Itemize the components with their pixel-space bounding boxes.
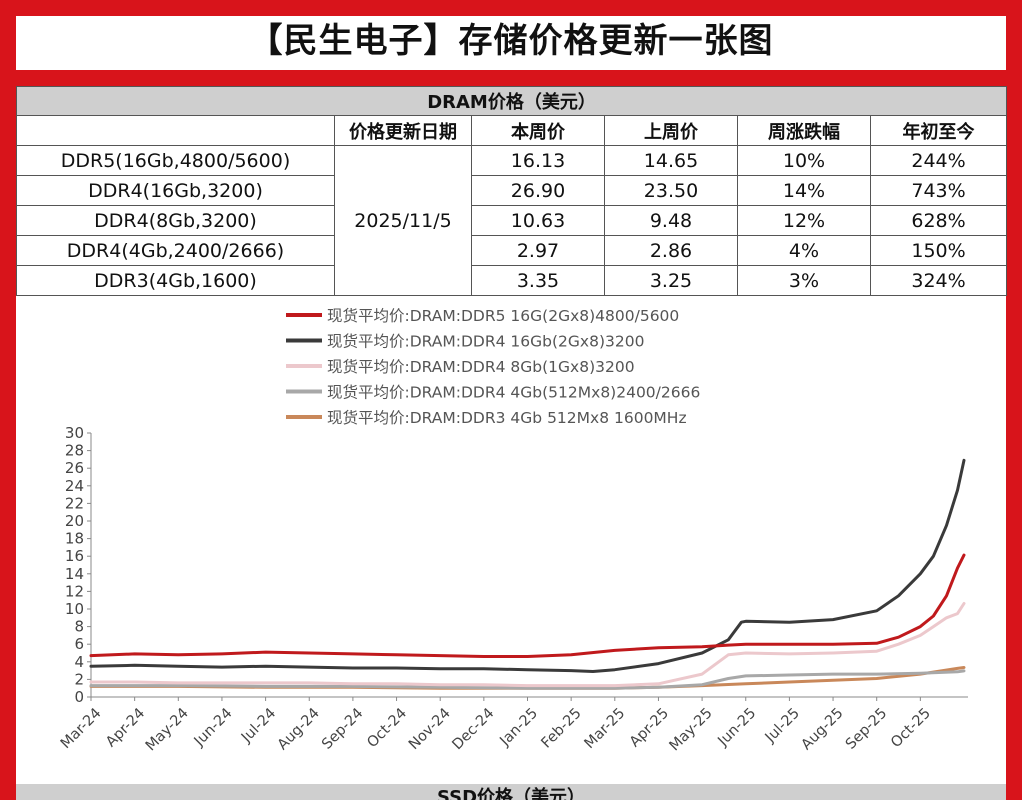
ssd-section-title: SSD价格（美元） xyxy=(436,787,586,800)
y-tick-label: 8 xyxy=(74,618,84,636)
x-tick-label: Apr-25 xyxy=(627,705,672,750)
this-week-price: 26.90 xyxy=(471,175,605,206)
x-tick-label: Jan-25 xyxy=(497,705,542,750)
x-tick-label: Aug-25 xyxy=(799,705,847,753)
y-tick-label: 4 xyxy=(74,653,84,671)
x-tick-label: Mar-24 xyxy=(58,705,105,752)
x-tick-label: Jun-24 xyxy=(191,705,236,750)
ytd-change: 628% xyxy=(869,205,1008,236)
x-tick-label: Sep-25 xyxy=(843,705,890,752)
wow-change: 4% xyxy=(737,235,871,266)
last-week-price: 3.25 xyxy=(604,265,738,296)
x-tick-label: Nov-24 xyxy=(406,705,454,753)
last-week-price: 2.86 xyxy=(604,235,738,266)
y-tick-label: 22 xyxy=(65,494,84,512)
legend-label: 现货平均价:DRAM:DDR4 16Gb(2Gx8)3200 xyxy=(327,333,644,351)
wow-change: 14% xyxy=(737,175,871,206)
y-tick-label: 18 xyxy=(65,530,84,548)
table-row: DDR4(16Gb,3200) 26.90 23.50 14% 743% xyxy=(16,175,1008,206)
y-tick-label: 16 xyxy=(65,547,84,565)
series-line xyxy=(89,458,966,673)
x-tick-label: Sep-24 xyxy=(319,705,366,752)
y-tick-label: 26 xyxy=(65,459,84,477)
dram-section-title: DRAM价格（美元） xyxy=(15,86,1008,116)
wow-change: 12% xyxy=(737,205,871,236)
series-line xyxy=(89,553,966,658)
x-tick-label: Oct-25 xyxy=(888,705,934,751)
legend-label: 现货平均价:DRAM:DDR4 8Gb(1Gx8)3200 xyxy=(327,358,635,376)
ytd-change: 743% xyxy=(869,175,1008,206)
wow-change: 3% xyxy=(737,265,871,296)
y-tick-label: 12 xyxy=(65,582,84,600)
ssd-section-header: SSD价格（美元） xyxy=(16,784,1006,800)
x-tick-label: May-24 xyxy=(143,705,192,754)
table-row: DDR3(4Gb,1600) 3.35 3.25 3% 324% xyxy=(16,265,1008,296)
header-ytd: 年初至今 xyxy=(869,115,1008,146)
series-line xyxy=(89,669,966,690)
title-divider xyxy=(0,70,1022,86)
x-tick-label: Jul-25 xyxy=(762,705,803,746)
wow-change: 10% xyxy=(737,145,871,176)
ytd-change: 324% xyxy=(869,265,1008,296)
y-tick-label: 14 xyxy=(65,565,84,583)
series-line xyxy=(89,602,966,688)
y-tick-label: 2 xyxy=(74,670,84,688)
x-tick-label: Jul-24 xyxy=(238,705,279,746)
x-tick-label: Feb-25 xyxy=(539,705,585,751)
header-wow-change: 周涨跌幅 xyxy=(737,115,871,146)
ytd-change: 244% xyxy=(869,145,1008,176)
header-product xyxy=(16,115,335,146)
y-tick-label: 20 xyxy=(65,512,84,530)
y-tick-label: 0 xyxy=(74,688,84,706)
this-week-price: 10.63 xyxy=(471,205,605,236)
ytd-change: 150% xyxy=(869,235,1008,266)
y-tick-label: 28 xyxy=(65,442,84,460)
header-update-date: 价格更新日期 xyxy=(334,115,472,146)
product-name: DDR4(4Gb,2400/2666) xyxy=(16,235,335,266)
x-tick-label: May-25 xyxy=(667,705,716,754)
dram-price-line-chart: 现货平均价:DRAM:DDR5 16G(2Gx8)4800/5600 现货平均价:… xyxy=(58,307,968,754)
page-title: 【民生电子】存储价格更新一张图 xyxy=(248,21,774,61)
header-last-week: 上周价 xyxy=(604,115,738,146)
product-name: DDR3(4Gb,1600) xyxy=(16,265,335,296)
x-tick-label: Jun-25 xyxy=(715,705,760,750)
header-this-week: 本周价 xyxy=(471,115,605,146)
legend-label: 现货平均价:DRAM:DDR4 4Gb(512Mx8)2400/2666 xyxy=(327,384,700,402)
product-name: DDR5(16Gb,4800/5600) xyxy=(16,145,335,176)
table-row: DDR4(8Gb,3200) 10.63 9.48 12% 628% xyxy=(16,205,1008,236)
y-tick-label: 10 xyxy=(65,600,84,618)
this-week-price: 3.35 xyxy=(471,265,605,296)
y-tick-label: 6 xyxy=(74,635,84,653)
update-date: 2025/11/5 xyxy=(334,145,472,296)
last-week-price: 23.50 xyxy=(604,175,738,206)
last-week-price: 9.48 xyxy=(604,205,738,236)
legend-label: 现货平均价:DRAM:DDR3 4Gb 512Mx8 1600MHz xyxy=(327,409,687,427)
table-row: DDR4(4Gb,2400/2666) 2.97 2.86 4% 150% xyxy=(16,235,1008,266)
table-row: DDR5(16Gb,4800/5600) 2025/11/5 16.13 14.… xyxy=(16,145,1008,296)
this-week-price: 2.97 xyxy=(471,235,605,266)
this-week-price: 16.13 xyxy=(471,145,605,176)
x-tick-label: Oct-24 xyxy=(364,705,410,751)
x-tick-label: Aug-24 xyxy=(275,705,323,753)
y-tick-label: 30 xyxy=(65,424,84,442)
y-tick-label: 24 xyxy=(65,477,84,495)
x-tick-label: Apr-24 xyxy=(103,705,148,750)
product-name: DDR4(16Gb,3200) xyxy=(16,175,335,206)
product-name: DDR4(8Gb,3200) xyxy=(16,205,335,236)
x-tick-label: Mar-25 xyxy=(582,705,629,752)
x-tick-label: Dec-24 xyxy=(450,705,498,753)
last-week-price: 14.65 xyxy=(604,145,738,176)
dram-price-table: DRAM价格（美元） 价格更新日期 本周价 上周价 周涨跌幅 年初至今 DDR5… xyxy=(15,86,1008,296)
legend-label: 现货平均价:DRAM:DDR5 16G(2Gx8)4800/5600 xyxy=(327,307,679,325)
